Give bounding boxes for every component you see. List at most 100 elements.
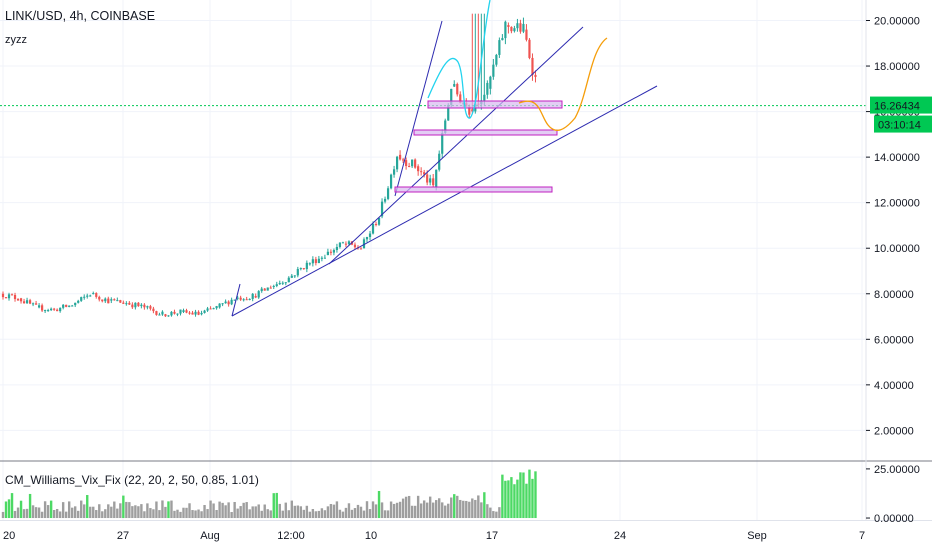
vix-bar	[335, 501, 339, 519]
x-tick-label: 12:00	[277, 530, 305, 542]
candle-body	[402, 159, 405, 161]
ind-y-tick-label: 25.00000	[874, 464, 920, 476]
vix-bar	[125, 501, 128, 519]
vix-bar	[525, 483, 528, 519]
candle-body	[347, 241, 351, 245]
vix-bar	[507, 480, 510, 519]
candle-body	[359, 248, 363, 250]
candle-body	[305, 262, 308, 270]
vix-bar	[332, 504, 336, 519]
candle-body	[534, 74, 537, 77]
candle-body	[56, 309, 59, 312]
projection-path-cyan	[427, 0, 491, 119]
candle-body	[399, 154, 402, 160]
vix-bar	[459, 499, 462, 519]
candle-body	[31, 303, 35, 305]
candle-body	[140, 304, 143, 307]
candle-body	[116, 300, 119, 302]
candle-body	[50, 308, 53, 311]
candle-body	[44, 310, 47, 312]
candle-body	[510, 26, 513, 32]
vix-bar	[447, 503, 450, 519]
trendlines[interactable]	[0, 0, 866, 317]
vix-bar	[16, 507, 20, 519]
vix-bar	[377, 490, 381, 519]
vix-bar	[209, 500, 212, 519]
vix-bar	[519, 472, 522, 519]
vix-bar	[197, 509, 200, 519]
vix-bar	[450, 497, 453, 519]
price-badge-text: 16.26434	[874, 101, 920, 113]
vix-bar	[386, 510, 390, 519]
vix-bar	[389, 501, 393, 519]
vix-bar	[441, 502, 444, 519]
vix-bar	[200, 511, 203, 519]
candle-body	[468, 106, 471, 115]
vix-bar	[416, 495, 420, 519]
vix-bar	[28, 493, 32, 519]
candle-body	[365, 236, 369, 240]
candle-body	[143, 304, 146, 308]
vix-bar	[218, 501, 221, 519]
vix-bar	[320, 508, 324, 519]
vix-bar	[98, 504, 101, 519]
candle-body	[456, 84, 459, 95]
candle-body	[7, 294, 11, 299]
candle-body	[353, 244, 357, 248]
candle-body	[200, 312, 203, 315]
x-tick-label: 17	[486, 530, 498, 542]
y-tick-label: 20.00000	[874, 15, 920, 27]
vix-bar	[77, 510, 80, 519]
y-tick-label: 12.00000	[874, 198, 920, 210]
vix-bar	[513, 484, 516, 519]
vix-bar	[31, 505, 35, 519]
vix-bar	[134, 505, 137, 519]
y-tick-label: 2.00000	[874, 425, 914, 437]
vix-bar	[486, 504, 489, 519]
vix-bar	[236, 508, 239, 519]
y-tick-label: 18.00000	[874, 61, 920, 73]
vix-bar	[338, 509, 342, 519]
vix-bar	[158, 510, 161, 519]
vix-bar	[404, 496, 408, 519]
y-tick-label: 10.00000	[874, 243, 920, 255]
candle-body	[221, 303, 224, 305]
vix-bar	[215, 510, 218, 519]
vix-bar	[13, 510, 17, 519]
candle-body	[1, 293, 5, 298]
vix-bar	[323, 510, 327, 519]
x-tick-label: Aug	[200, 530, 220, 542]
candle-body	[74, 302, 77, 306]
candle-body	[302, 268, 305, 270]
vix-bar	[128, 502, 131, 519]
candle-body	[408, 166, 411, 168]
vix-bar	[67, 501, 71, 519]
candle-body	[453, 84, 456, 87]
candle-body	[519, 23, 522, 32]
candle-body	[417, 166, 420, 172]
candle-body	[19, 298, 23, 302]
candle-body	[164, 314, 167, 317]
chart-title: LINK/USD, 4h, COINBASE	[5, 9, 156, 23]
vix-bar	[353, 508, 357, 519]
candle-body	[16, 299, 20, 301]
vix-bar	[194, 510, 197, 519]
vix-bar	[453, 494, 456, 519]
vix-bar	[471, 498, 474, 519]
vix-bar	[92, 506, 95, 519]
candle-body	[420, 171, 423, 173]
candle-body	[38, 305, 41, 308]
vix-bar	[10, 493, 14, 519]
vix-bar	[492, 511, 495, 519]
vix-bar	[7, 499, 11, 519]
trendline	[328, 26, 584, 265]
candle-body	[71, 305, 74, 307]
vix-bar	[182, 507, 185, 519]
candle-body	[176, 313, 179, 315]
x-tick-label: 27	[117, 530, 129, 542]
candle-body	[53, 308, 56, 310]
y-tick-label: 14.00000	[874, 152, 920, 164]
candle-body	[22, 301, 26, 304]
y-tick-label: 6.00000	[874, 334, 914, 346]
